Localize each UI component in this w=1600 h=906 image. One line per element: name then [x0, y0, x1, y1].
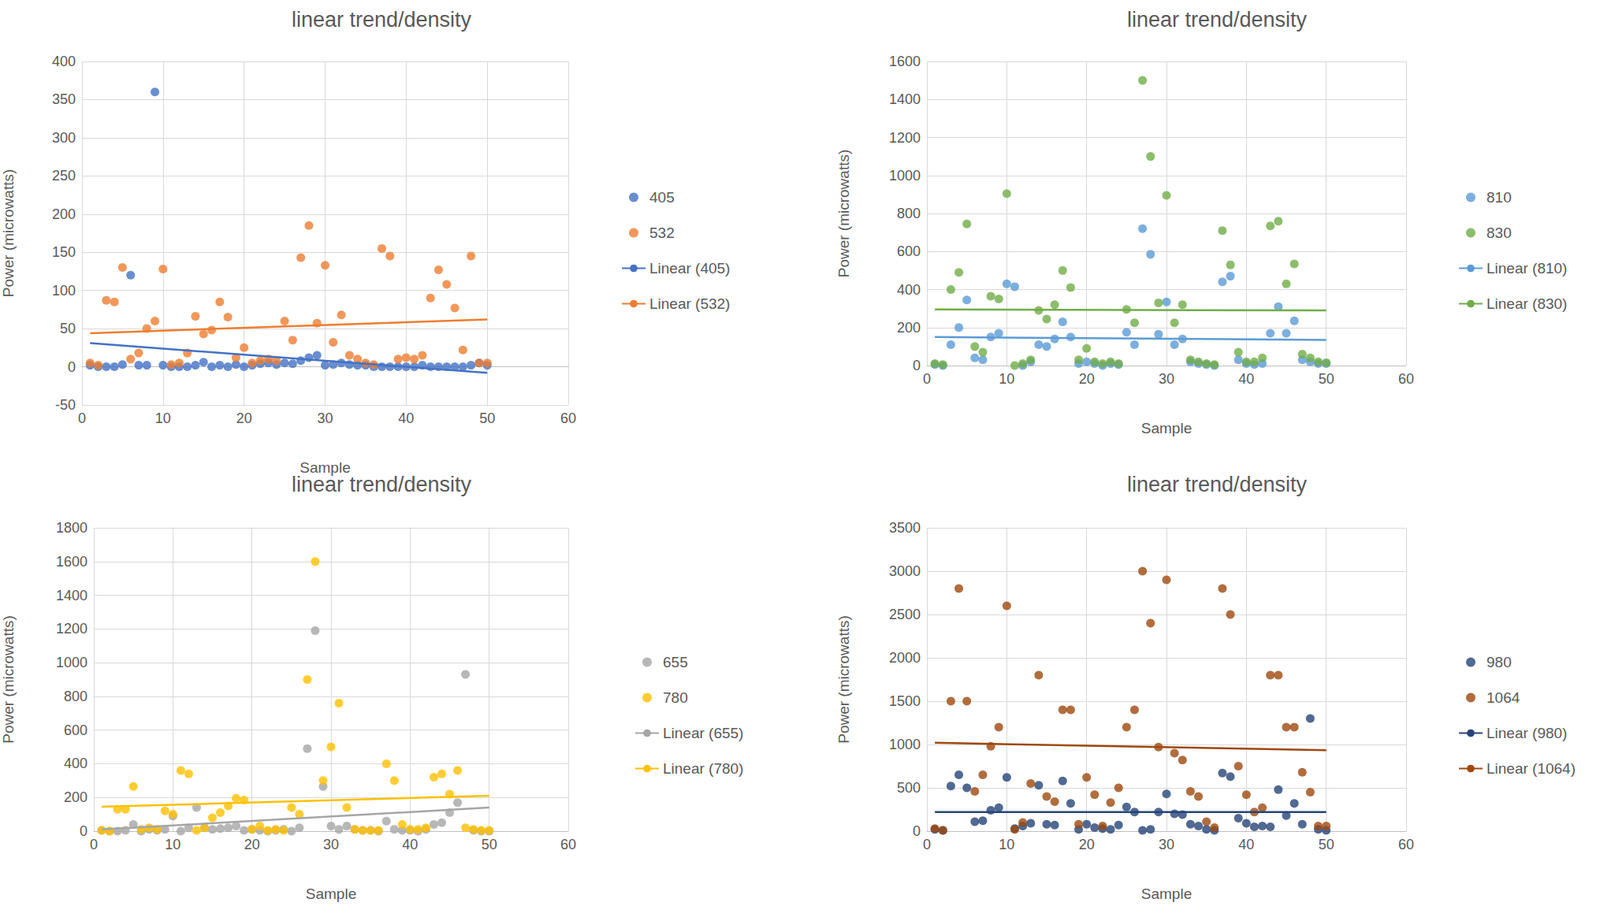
svg-text:50: 50 [479, 410, 495, 427]
svg-text:0: 0 [912, 823, 921, 840]
svg-text:600: 600 [63, 722, 88, 739]
svg-text:200: 200 [896, 320, 921, 336]
svg-text:10: 10 [164, 837, 181, 853]
svg-text:10: 10 [998, 837, 1015, 853]
svg-text:40: 40 [1238, 837, 1254, 853]
svg-text:Linear (532): Linear (532) [649, 295, 730, 313]
svg-text:20: 20 [1079, 837, 1095, 853]
svg-text:300: 300 [52, 130, 76, 146]
svg-text:532: 532 [649, 224, 675, 242]
svg-text:2000: 2000 [889, 650, 921, 667]
svg-text:Linear (1064): Linear (1064) [1486, 760, 1576, 778]
svg-text:980: 980 [1486, 654, 1512, 671]
svg-text:60: 60 [1398, 837, 1414, 853]
svg-text:0: 0 [922, 837, 931, 853]
svg-text:linear trend/density: linear trend/density [291, 472, 473, 497]
svg-text:400: 400 [896, 282, 921, 298]
svg-text:2500: 2500 [889, 606, 921, 623]
svg-text:50: 50 [59, 320, 76, 337]
svg-text:20: 20 [244, 837, 261, 853]
svg-text:60: 60 [1398, 371, 1414, 387]
svg-text:10: 10 [155, 410, 172, 427]
svg-text:1000: 1000 [889, 736, 921, 753]
svg-text:1200: 1200 [55, 621, 88, 637]
svg-text:655: 655 [662, 654, 689, 671]
svg-text:600: 600 [896, 243, 921, 260]
svg-text:3500: 3500 [889, 520, 921, 536]
svg-text:0: 0 [922, 371, 931, 387]
svg-text:800: 800 [896, 205, 921, 222]
svg-text:40: 40 [398, 410, 414, 427]
svg-text:1064: 1064 [1486, 689, 1521, 707]
svg-text:780: 780 [662, 689, 689, 707]
svg-text:3000: 3000 [889, 563, 921, 580]
svg-text:30: 30 [1158, 837, 1175, 853]
svg-text:1000: 1000 [889, 167, 921, 184]
svg-text:405: 405 [649, 189, 675, 206]
svg-text:1600: 1600 [889, 53, 921, 70]
svg-text:50: 50 [481, 837, 498, 853]
svg-text:1400: 1400 [889, 91, 921, 108]
svg-text:1000: 1000 [55, 654, 88, 671]
svg-text:Linear (980): Linear (980) [1486, 725, 1567, 742]
svg-text:0: 0 [89, 837, 98, 853]
svg-text:0: 0 [67, 359, 76, 376]
svg-text:30: 30 [316, 410, 333, 427]
svg-text:1200: 1200 [889, 130, 921, 146]
svg-text:linear trend/density: linear trend/density [1127, 7, 1308, 32]
svg-text:500: 500 [896, 780, 921, 797]
svg-text:Power (microwatts): Power (microwatts) [835, 149, 853, 279]
svg-text:1500: 1500 [889, 693, 921, 710]
svg-text:810: 810 [1486, 189, 1512, 206]
svg-text:Linear (810): Linear (810) [1486, 260, 1567, 277]
svg-text:150: 150 [52, 244, 76, 261]
svg-text:Linear (780): Linear (780) [662, 760, 744, 778]
svg-text:50: 50 [1318, 837, 1335, 853]
svg-text:Sample: Sample [1141, 420, 1192, 437]
svg-text:350: 350 [52, 91, 76, 108]
svg-text:40: 40 [401, 837, 418, 853]
svg-text:100: 100 [52, 282, 76, 299]
svg-text:40: 40 [1238, 371, 1254, 387]
svg-text:830: 830 [1486, 224, 1512, 242]
svg-text:Linear (830): Linear (830) [1486, 295, 1567, 313]
svg-text:Linear (405): Linear (405) [649, 260, 730, 277]
svg-text:400: 400 [63, 755, 88, 772]
svg-text:250: 250 [52, 167, 76, 184]
svg-text:10: 10 [998, 371, 1015, 387]
svg-text:60: 60 [560, 837, 577, 853]
svg-text:linear trend/density: linear trend/density [291, 7, 473, 32]
svg-text:30: 30 [323, 837, 339, 853]
svg-text:Power (microwatts): Power (microwatts) [0, 169, 17, 298]
svg-text:1600: 1600 [55, 554, 88, 570]
svg-text:Sample: Sample [1141, 885, 1192, 903]
svg-text:200: 200 [63, 789, 88, 806]
svg-text:Power (microwatts): Power (microwatts) [835, 615, 853, 745]
svg-text:200: 200 [52, 206, 76, 223]
svg-text:20: 20 [1079, 371, 1095, 387]
svg-text:0: 0 [912, 357, 921, 374]
svg-text:Sample: Sample [299, 459, 351, 477]
svg-text:1800: 1800 [55, 520, 88, 536]
svg-text:30: 30 [1158, 371, 1175, 387]
svg-text:Sample: Sample [305, 885, 357, 903]
svg-text:Power (microwatts): Power (microwatts) [0, 615, 17, 745]
svg-text:400: 400 [52, 53, 76, 70]
svg-text:800: 800 [63, 688, 88, 705]
svg-text:linear trend/density: linear trend/density [1127, 472, 1308, 497]
svg-text:60: 60 [560, 410, 577, 427]
svg-text:Linear (655): Linear (655) [662, 725, 744, 742]
svg-text:20: 20 [236, 410, 253, 427]
svg-text:50: 50 [1318, 371, 1335, 387]
svg-text:-50: -50 [55, 397, 76, 414]
svg-text:0: 0 [78, 410, 86, 427]
svg-text:1400: 1400 [55, 587, 88, 604]
svg-text:0: 0 [79, 823, 88, 840]
